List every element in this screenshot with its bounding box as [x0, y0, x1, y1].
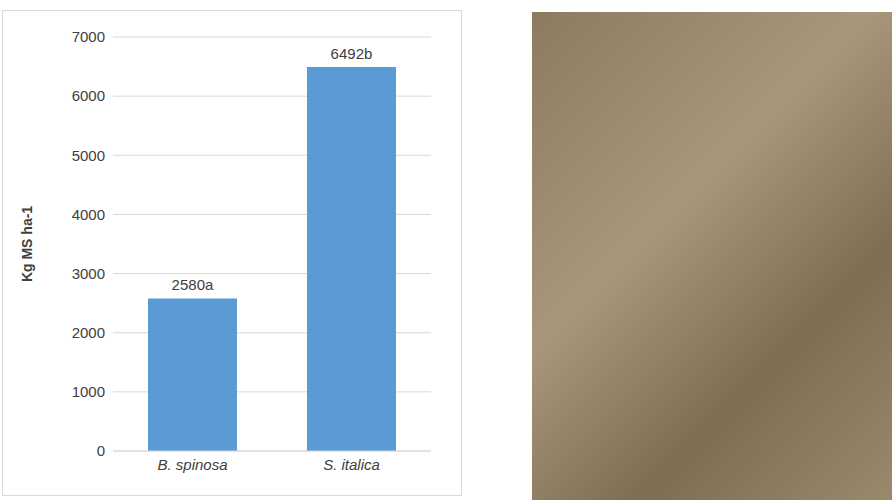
svg-text:5000: 5000: [72, 147, 105, 164]
svg-text:6492b: 6492b: [331, 45, 373, 62]
svg-text:4000: 4000: [72, 206, 105, 223]
svg-text:2580a: 2580a: [172, 276, 214, 293]
svg-text:6000: 6000: [72, 87, 105, 104]
svg-text:7000: 7000: [72, 28, 105, 45]
svg-text:2000: 2000: [72, 324, 105, 341]
svg-text:3000: 3000: [72, 265, 105, 282]
svg-text:B. spinosa: B. spinosa: [157, 456, 227, 473]
svg-text:1000: 1000: [72, 383, 105, 400]
svg-text:S. italica: S. italica: [323, 456, 380, 473]
svg-text:Kg MS ha-1: Kg MS ha-1: [19, 206, 35, 282]
svg-text:0: 0: [97, 442, 105, 459]
